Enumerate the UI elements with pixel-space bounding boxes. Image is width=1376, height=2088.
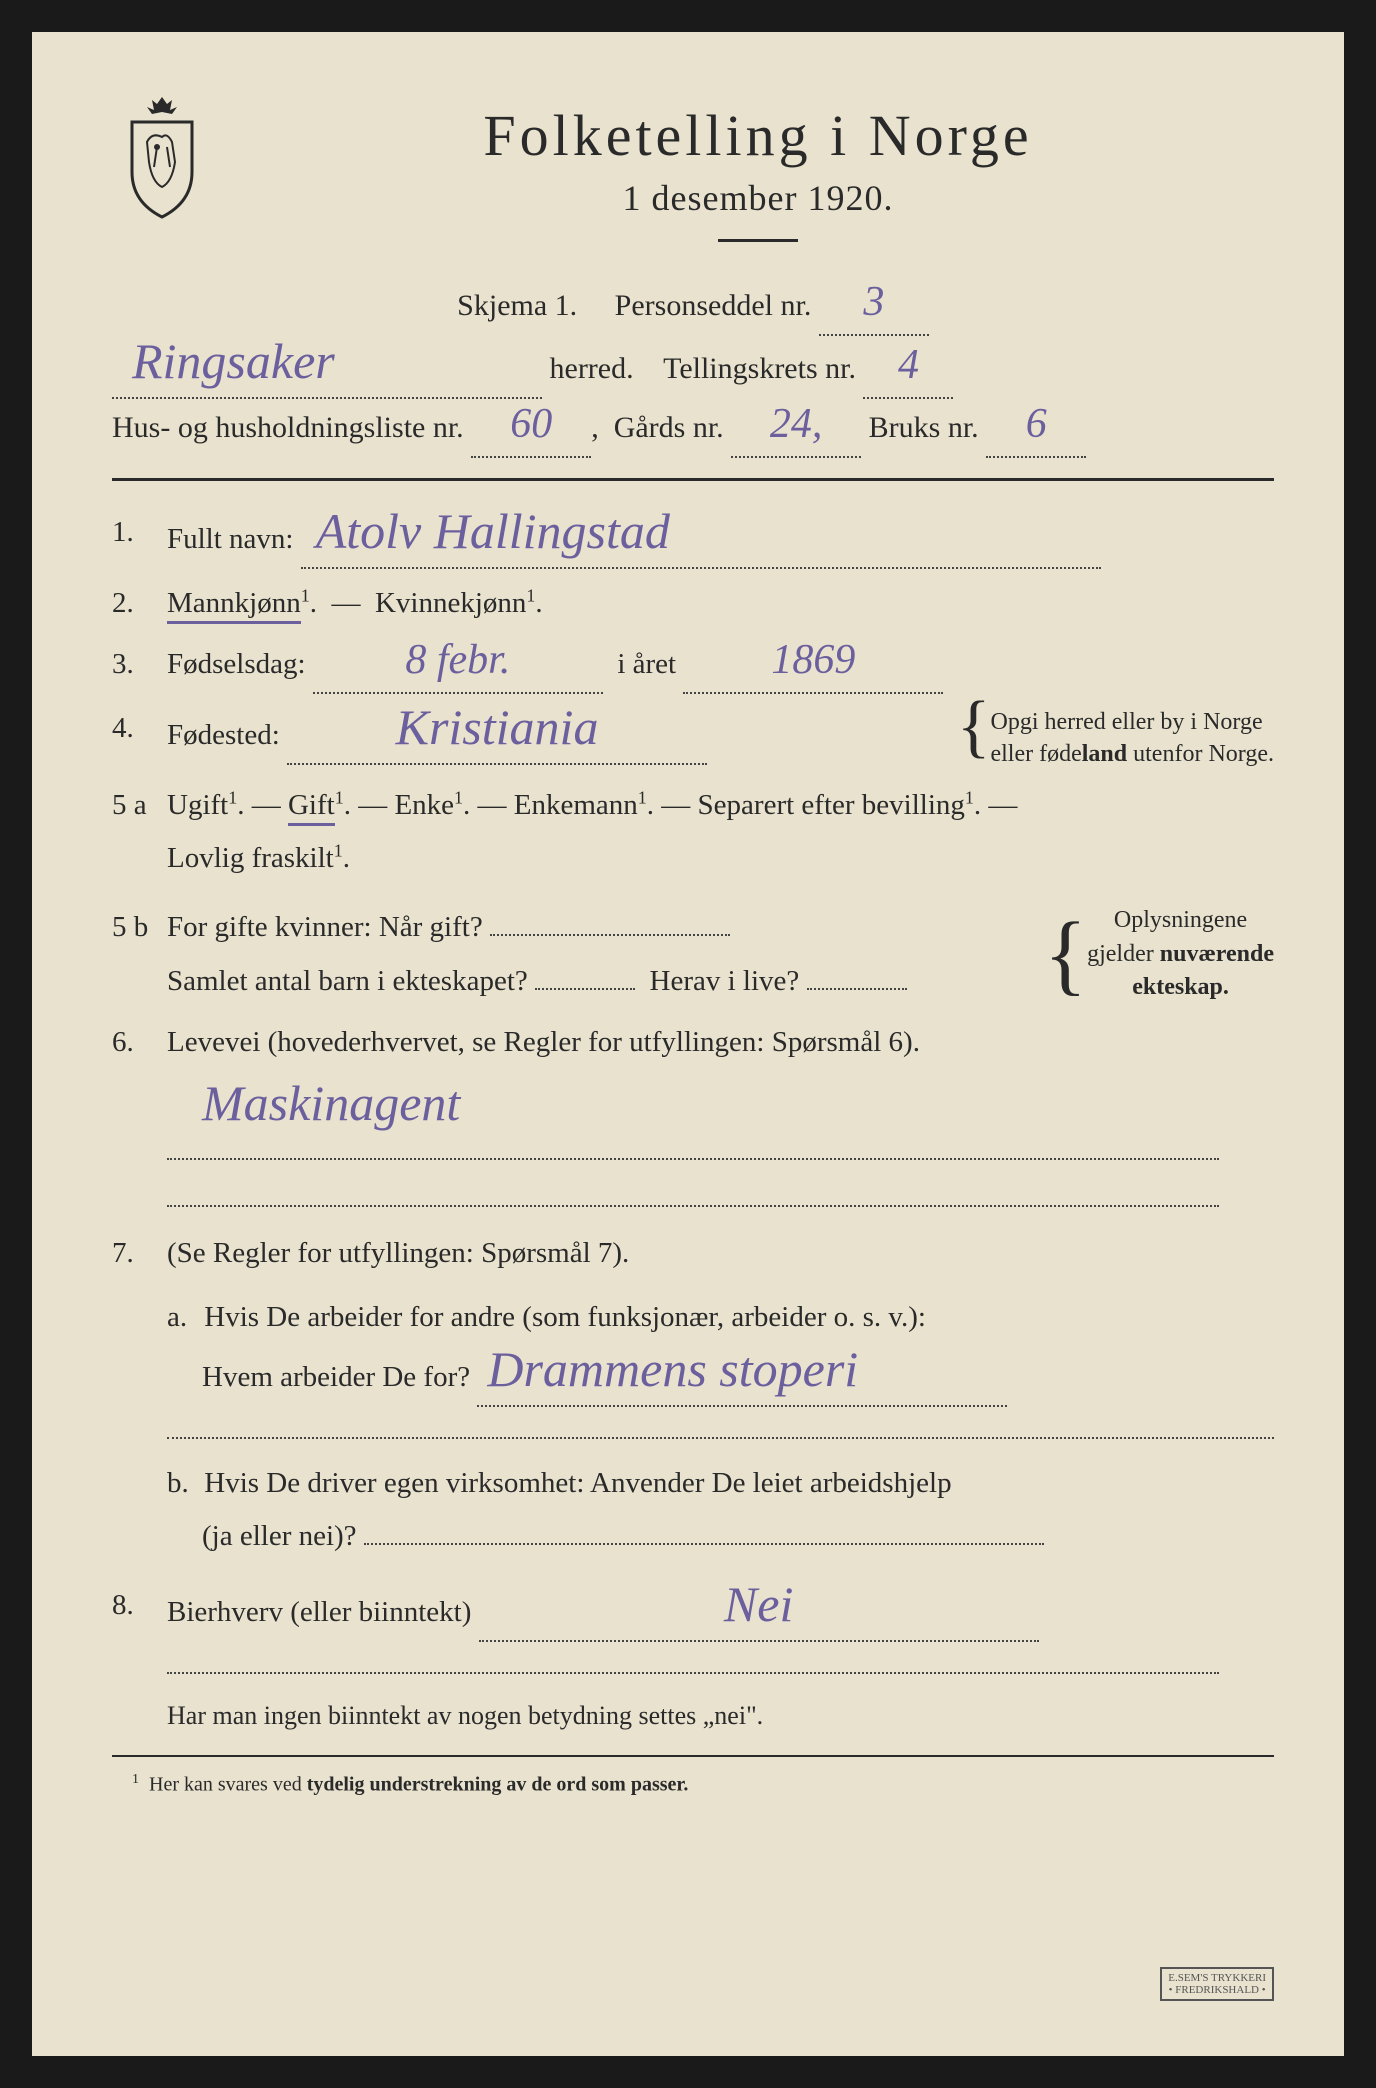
q7a-text1: Hvis De arbeider for andre (som funksjon… [204, 1301, 926, 1333]
q2: 2. Mannkjønn1. — Kvinnekjønn1. [112, 577, 1274, 631]
main-title: Folketelling i Norge [242, 102, 1274, 169]
q8-note: Har man ingen biinntekt av nogen betydni… [112, 1692, 1274, 1740]
header: Folketelling i Norge 1 desember 1920. [112, 92, 1274, 267]
q2-male: Mannkjønn [167, 587, 301, 624]
q5b-sidenote: Oplysningene gjelder nuværende ekteskap. [1087, 904, 1274, 1005]
tellingskrets-label: Tellingskrets nr. [663, 352, 856, 385]
herred-label: herred. [550, 352, 634, 385]
q5b-label2: Samlet antal barn i ekteskapet? [167, 965, 528, 997]
q5b-label3: Herav i live? [650, 965, 800, 997]
printer-stamp: E.SEM'S TRYKKERI • FREDRIKSHALD • [1160, 1967, 1274, 2001]
q6-label: Levevei (hovederhvervet, se Regler for u… [167, 1026, 920, 1058]
footnote: 1 Her kan svares ved tydelig understrekn… [112, 1772, 1274, 1797]
q2-num: 2. [112, 577, 157, 631]
q3: 3. Fødselsdag: 8 febr. i året 1869 [112, 638, 1274, 694]
q6-answer: Maskinagent [112, 1078, 1274, 1128]
gards-label: Gårds nr. [614, 411, 724, 444]
herred-value: Ringsaker [112, 336, 335, 386]
q1: 1. Fullt navn: Atolv Hallingstad [112, 506, 1274, 569]
husliste-nr: 60 [510, 403, 552, 445]
q5a: 5 a Ugift1. — Gift1. — Enke1. — Enkemann… [112, 779, 1274, 886]
subtitle: 1 desember 1920. [242, 177, 1274, 219]
q5a-num: 5 a [112, 779, 157, 833]
brace-icon: { [957, 702, 991, 751]
q2-female: Kvinnekjønn [375, 587, 526, 619]
q7-label: (Se Regler for utfyllingen: Spørsmål 7). [167, 1237, 629, 1269]
q5a-enkemann: Enkemann [514, 789, 638, 821]
q7: 7. (Se Regler for utfyllingen: Spørsmål … [112, 1227, 1274, 1564]
q7b-text1: Hvis De driver egen virksomhet: Anvender… [204, 1467, 951, 1499]
q5b-label1: For gifte kvinner: Når gift? [167, 911, 483, 943]
q5b-num: 5 b [112, 901, 157, 955]
q1-label: Fullt navn: [167, 523, 293, 555]
q8-label: Bierhverv (eller biinntekt) [167, 1596, 471, 1628]
personseddel-nr: 3 [863, 281, 884, 323]
title-block: Folketelling i Norge 1 desember 1920. [242, 92, 1274, 267]
title-divider [718, 239, 798, 242]
q7b-text2: (ja eller nei)? [202, 1520, 357, 1552]
q8-value: Nei [724, 1579, 793, 1629]
q5a-separert: Separert efter bevilling [698, 789, 965, 821]
tellingskrets-nr: 4 [898, 344, 919, 386]
census-form-page: Folketelling i Norge 1 desember 1920. Sk… [20, 20, 1356, 2068]
section-rule-1 [112, 478, 1274, 481]
q4-num: 4. [112, 702, 157, 756]
q4-value: Kristiania [396, 702, 599, 752]
q7a-value: Drammens stoperi [477, 1344, 858, 1394]
q5a-fraskilt: Lovlig fraskilt [167, 842, 334, 874]
gards-nr: 24, [770, 403, 823, 445]
q7a-label: a. [167, 1291, 197, 1345]
section-rule-2 [112, 1755, 1274, 1757]
q1-num: 1. [112, 506, 157, 560]
q6: 6. Levevei (hovederhvervet, se Regler fo… [112, 1016, 1274, 1070]
q7a-text2: Hvem arbeider De for? [202, 1361, 470, 1393]
personseddel-label: Personseddel nr. [615, 289, 812, 322]
dotted-rule [167, 1205, 1219, 1207]
q8-num: 8. [112, 1579, 157, 1633]
q5b: 5 b For gifte kvinner: Når gift? Samlet … [112, 901, 1274, 1008]
dotted-rule [167, 1672, 1219, 1674]
q5a-ugift: Ugift [167, 789, 228, 821]
q3-year: 1869 [771, 639, 855, 681]
skjema-label: Skjema 1. [457, 289, 577, 322]
husliste-line: Hus- og husholdningsliste nr. 60 , Gårds… [112, 399, 1274, 458]
q3-num: 3. [112, 638, 157, 692]
q3-day: 8 febr. [405, 639, 510, 681]
husliste-label: Hus- og husholdningsliste nr. [112, 411, 464, 444]
q4-note1: Opgi herred eller by i Norge [990, 709, 1262, 735]
q1-value: Atolv Hallingstad [316, 506, 670, 556]
q8: 8. Bierhverv (eller biinntekt) Nei [112, 1579, 1274, 1642]
q5a-enke: Enke [394, 789, 454, 821]
q4: 4. Fødested: Kristiania { Opgi herred el… [112, 702, 1274, 771]
q4-note2: eller fødeland utenfor Norge. [990, 741, 1274, 767]
skjema-line: Skjema 1. Personseddel nr. 3 [112, 277, 1274, 336]
q7b-label: b. [167, 1457, 197, 1511]
q6-value: Maskinagent [202, 1078, 460, 1128]
bruks-nr: 6 [1026, 403, 1047, 445]
herred-line: Ringsaker herred. Tellingskrets nr. 4 [112, 336, 1274, 399]
footnote-marker: 1 [132, 1772, 139, 1787]
q6-num: 6. [112, 1016, 157, 1070]
dotted-rule [167, 1158, 1219, 1160]
q7-num: 7. [112, 1227, 157, 1281]
q3-year-label: i året [617, 648, 676, 680]
q5a-gift: Gift [288, 789, 335, 826]
q4-label: Fødested: [167, 719, 280, 751]
brace-icon: { [1044, 923, 1087, 986]
coat-of-arms-icon [112, 92, 212, 222]
q3-label: Fødselsdag: [167, 648, 306, 680]
bruks-label: Bruks nr. [869, 411, 979, 444]
